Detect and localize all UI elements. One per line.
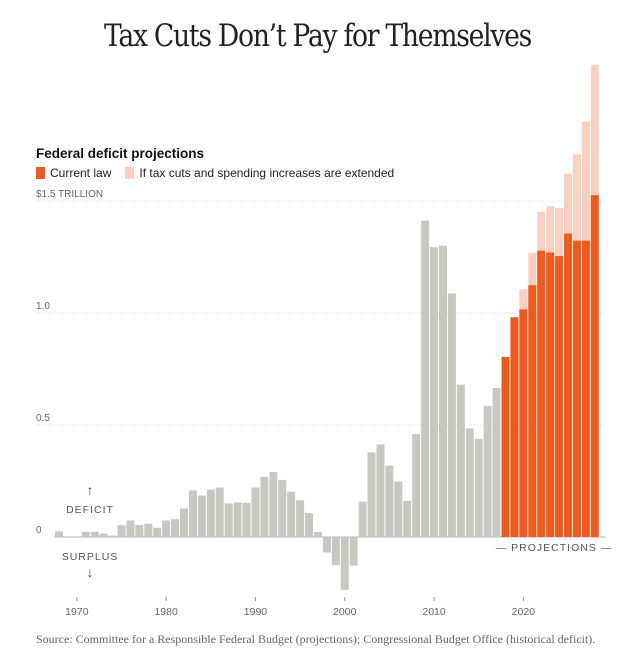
surplus-label: SURPLUS [62, 551, 119, 563]
bar-historical-1985 [206, 489, 215, 537]
bar-historical-1988 [233, 502, 242, 537]
legend-swatch-extended [125, 167, 135, 179]
bar-historical-2008 [412, 434, 421, 537]
y-tick-label: 0 [36, 525, 42, 536]
bar-historical-2005 [385, 465, 394, 537]
bars [55, 64, 599, 590]
bar-historical-1992 [269, 472, 278, 537]
deficit-bar-chart: 1970 1980 1990 2000 2010 2020 $1.5 TRILLION 1.… [36, 64, 613, 618]
bar-historical-1989 [242, 502, 251, 537]
up-arrow-icon: ↑ [87, 482, 94, 498]
bar-historical-1986 [215, 487, 224, 537]
legend-swatch-current-law [36, 167, 45, 179]
bar-current-law-2020 [519, 309, 528, 537]
bar-historical-1984 [197, 495, 206, 537]
x-tick-label: 1980 [154, 606, 178, 618]
x-tick-label: 2020 [512, 606, 536, 618]
bar-historical-2012 [447, 293, 456, 537]
bar-historical-1991 [260, 476, 269, 537]
bar-historical-2003 [367, 452, 376, 537]
projections-label: — PROJECTIONS — [496, 542, 613, 554]
bar-historical-1970 [72, 536, 81, 537]
bar-historical-2002 [358, 501, 367, 537]
x-tick-label: 2000 [333, 606, 357, 618]
bar-historical-2014 [465, 428, 474, 537]
x-axis: 1970 1980 1990 2000 2010 2020 [65, 597, 535, 618]
deficit-label: DEFICIT [66, 504, 114, 516]
bar-current-law-2028 [590, 195, 599, 537]
bar-current-law-2021 [528, 285, 537, 537]
y-tick-label: 1.0 [36, 301, 50, 312]
bar-current-law-2026 [572, 240, 581, 537]
bar-historical-2004 [376, 444, 385, 537]
bar-historical-1990 [251, 487, 260, 537]
annotations: ↑ DEFICIT SURPLUS ↓ — PROJECTIONS — [62, 482, 613, 580]
bar-historical-2015 [474, 438, 483, 537]
bar-historical-1997 [313, 532, 322, 537]
legend: Current law If tax cuts and spending inc… [36, 166, 408, 180]
bar-current-law-2022 [537, 250, 546, 537]
x-tick-label: 2010 [422, 606, 446, 618]
bar-historical-2006 [394, 481, 403, 537]
bar-historical-1971 [81, 531, 90, 537]
bar-historical-1980 [162, 520, 171, 537]
bar-current-law-2024 [555, 256, 564, 537]
bar-current-law-2018 [501, 356, 510, 537]
bar-historical-1982 [180, 508, 189, 537]
chart-title: Tax Cuts Don’t Pay for Themselves [103, 18, 532, 54]
y-tick-label: $1.5 TRILLION [36, 189, 103, 200]
bar-historical-2016 [483, 405, 492, 537]
bar-historical-1979 [153, 527, 162, 537]
bar-historical-1996 [305, 513, 314, 537]
x-tick-label: 1970 [65, 606, 89, 618]
bar-historical-1981 [171, 519, 180, 537]
bar-historical-2007 [403, 500, 412, 537]
legend-item-extended: If tax cuts and spending increases are e… [125, 166, 394, 180]
legend-item-current-law: Current law [36, 166, 111, 180]
source-note: Source: Committee for a Responsible Fede… [36, 632, 596, 646]
bar-historical-2011 [438, 245, 447, 538]
bar-historical-1972 [90, 531, 99, 537]
bar-historical-1999 [331, 537, 340, 566]
bar-current-law-2027 [581, 240, 590, 537]
bar-current-law-2023 [546, 252, 555, 537]
bar-current-law-2025 [564, 233, 573, 538]
bar-historical-1976 [126, 520, 135, 537]
y-tick-label: 0.5 [36, 413, 50, 424]
bar-current-law-2019 [510, 317, 519, 537]
bar-historical-1968 [55, 531, 63, 537]
bar-historical-2001 [349, 537, 358, 566]
bar-historical-2013 [456, 384, 465, 537]
bar-historical-1974 [108, 535, 117, 537]
bar-historical-1987 [224, 503, 233, 537]
bar-historical-2010 [430, 247, 439, 538]
bar-historical-1983 [188, 490, 197, 537]
down-arrow-icon: ↓ [87, 564, 94, 580]
bar-historical-1973 [99, 533, 108, 537]
x-tick-label: 1990 [244, 606, 268, 618]
legend-label-current-law: Current law [50, 166, 112, 180]
bar-historical-1998 [322, 537, 331, 553]
bar-historical-1977 [135, 524, 144, 537]
bar-historical-1969 [63, 536, 72, 537]
bar-historical-1975 [117, 525, 126, 537]
bar-historical-1978 [144, 523, 153, 537]
bar-historical-2009 [421, 220, 430, 537]
y-axis: $1.5 TRILLION 1.0 0.5 0 [36, 189, 103, 536]
bar-historical-1995 [296, 500, 305, 537]
bar-historical-1993 [278, 479, 287, 537]
bar-historical-2017 [492, 388, 501, 537]
legend-title: Federal deficit projections [36, 146, 205, 161]
legend-label-extended: If tax cuts and spending increases are e… [139, 166, 395, 180]
bar-historical-2000 [340, 537, 349, 590]
bar-historical-1994 [287, 491, 296, 537]
